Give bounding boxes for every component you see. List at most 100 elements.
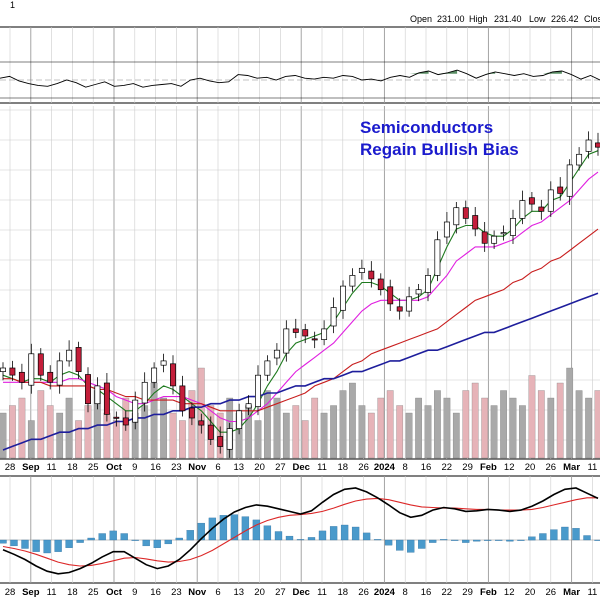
candle-body bbox=[283, 328, 290, 354]
candle bbox=[292, 318, 299, 339]
macd-histogram-bar bbox=[373, 539, 382, 541]
candle bbox=[103, 373, 110, 422]
volume-bar bbox=[320, 412, 328, 459]
volume-bar bbox=[311, 397, 319, 459]
x-axis-label: 22 bbox=[442, 587, 453, 598]
x-axis-label: 26 bbox=[546, 587, 557, 598]
volume-bar bbox=[424, 405, 432, 459]
candle-body bbox=[538, 206, 545, 212]
macd-histogram-bar bbox=[219, 515, 228, 541]
macd-histogram-bar bbox=[362, 532, 371, 541]
macd-histogram-bar bbox=[230, 514, 239, 541]
candle-body bbox=[170, 363, 176, 387]
candle-body bbox=[557, 186, 564, 194]
candle-body bbox=[406, 296, 413, 312]
x-axis-label: 12 bbox=[504, 462, 515, 473]
volume-bar bbox=[292, 405, 300, 459]
candle bbox=[302, 323, 309, 344]
volume-bar bbox=[519, 405, 526, 459]
candle bbox=[358, 259, 365, 280]
x-axis-label: 8 bbox=[403, 462, 408, 473]
volume-bar bbox=[575, 390, 583, 459]
candle-body bbox=[349, 275, 356, 287]
volume-bar bbox=[481, 397, 489, 459]
candle bbox=[425, 268, 431, 302]
candle bbox=[264, 355, 271, 381]
candle-body bbox=[368, 270, 375, 280]
volume-bar bbox=[443, 397, 451, 459]
volume-bars bbox=[0, 367, 600, 459]
macd-histogram-bar bbox=[54, 539, 62, 552]
candle bbox=[500, 225, 507, 241]
volume-bar bbox=[396, 405, 404, 459]
x-axis-label: 26 bbox=[546, 462, 557, 473]
volume-bar bbox=[585, 397, 592, 459]
volume-bar bbox=[471, 382, 479, 459]
volume-bar bbox=[141, 405, 149, 459]
macd-histogram-bar bbox=[462, 539, 470, 543]
candle bbox=[18, 363, 25, 390]
volume-bar bbox=[490, 405, 498, 459]
candle bbox=[9, 360, 16, 381]
macd-histogram-bar bbox=[21, 539, 29, 549]
macd-histogram-bar bbox=[384, 539, 393, 546]
candle bbox=[207, 416, 214, 445]
candle bbox=[443, 212, 450, 244]
ohlc-close-label: Clos bbox=[584, 14, 600, 24]
candle-body bbox=[264, 360, 271, 376]
candle bbox=[94, 377, 101, 410]
macd-histogram-bar bbox=[594, 539, 600, 541]
macd-histogram-bar bbox=[539, 533, 547, 541]
candle-body bbox=[415, 289, 422, 295]
candle bbox=[330, 297, 337, 334]
candle-body bbox=[113, 416, 120, 419]
x-axis-label: Nov bbox=[188, 462, 207, 473]
candle-body bbox=[37, 353, 44, 376]
macd-line bbox=[2, 487, 599, 575]
x-axis-label: 9 bbox=[132, 462, 137, 473]
macd-histogram-bar bbox=[65, 539, 73, 548]
volume-bar bbox=[330, 405, 337, 459]
ohlc-header: 1 Open 231.00 High 231.40 Low 226.42 Clo… bbox=[10, 0, 600, 24]
annotation-line-2: Regain Bullish Bias bbox=[360, 140, 519, 159]
macd-histogram-bar bbox=[307, 537, 316, 541]
x-axis-label: 11 bbox=[317, 462, 327, 473]
candle-body bbox=[18, 371, 25, 383]
volume-bar bbox=[282, 412, 290, 459]
candle-body bbox=[9, 367, 16, 376]
x-axis-label: 23 bbox=[171, 587, 182, 598]
ma-short-line bbox=[2, 150, 599, 433]
macd-histogram-bar bbox=[351, 526, 360, 541]
candle-body bbox=[236, 410, 243, 429]
macd-histogram-bar bbox=[506, 539, 514, 542]
volume-bar bbox=[509, 397, 517, 459]
volume-bar bbox=[500, 390, 507, 459]
volume-bar bbox=[37, 390, 45, 459]
candle bbox=[179, 375, 186, 417]
volume-bar bbox=[160, 397, 167, 459]
candle bbox=[245, 395, 252, 416]
volume-bar bbox=[9, 405, 16, 459]
x-axis-label: 18 bbox=[338, 462, 349, 473]
candle-body bbox=[566, 164, 573, 197]
volume-bar bbox=[528, 375, 536, 459]
candle bbox=[538, 199, 545, 220]
candle bbox=[37, 348, 44, 381]
candle bbox=[170, 355, 176, 395]
x-axis-label: 11 bbox=[587, 587, 597, 598]
macd-histogram-bar bbox=[561, 526, 569, 541]
candle bbox=[113, 411, 120, 427]
candle bbox=[510, 209, 516, 244]
macd-histogram-bar bbox=[164, 539, 172, 545]
candle bbox=[141, 372, 148, 412]
candle-body bbox=[377, 278, 384, 291]
candle bbox=[368, 261, 375, 288]
x-axis-label: 18 bbox=[67, 462, 78, 473]
macd-histogram-bar bbox=[263, 525, 272, 541]
x-axis-label: 20 bbox=[525, 587, 536, 598]
macd-histogram-bar bbox=[252, 519, 261, 541]
volume-bar bbox=[405, 412, 413, 459]
volume-bar bbox=[462, 390, 470, 459]
candle bbox=[85, 367, 91, 413]
candle-body bbox=[226, 428, 233, 450]
